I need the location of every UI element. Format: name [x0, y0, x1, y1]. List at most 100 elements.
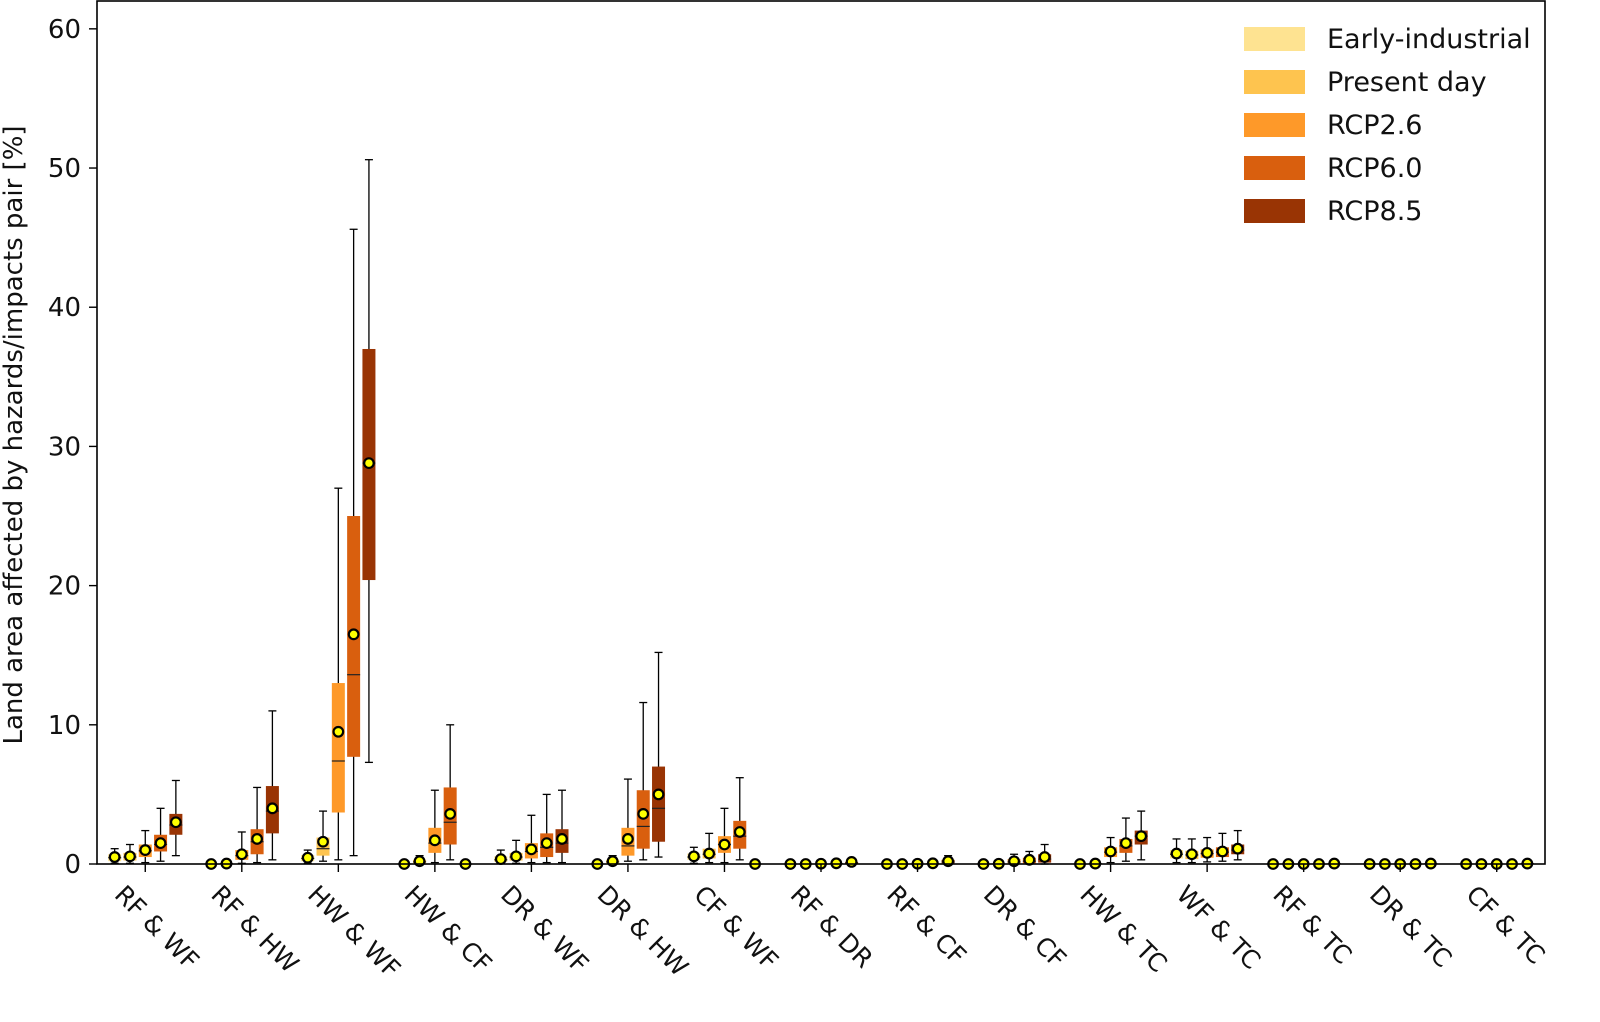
mean-marker	[540, 837, 553, 850]
mean-marker	[444, 807, 457, 820]
mean-marker	[622, 833, 634, 845]
mean-marker	[108, 851, 121, 863]
mean-marker	[1185, 848, 1198, 861]
mean-marker	[1216, 845, 1229, 858]
box-group	[687, 846, 701, 864]
y-axis-label: Land area affected by hazards/impacts pa…	[0, 125, 29, 744]
box	[331, 683, 345, 813]
box-group	[540, 793, 554, 864]
box-group	[108, 848, 122, 864]
legend-swatch	[1244, 70, 1305, 94]
box-group	[1231, 829, 1245, 861]
box-group	[555, 789, 569, 864]
mean-marker	[235, 848, 248, 861]
box-group	[250, 786, 264, 864]
mean-marker	[1119, 837, 1132, 850]
mean-marker	[556, 833, 568, 845]
x-tick-label: HW & CF	[399, 880, 498, 979]
legend-swatch	[1244, 113, 1305, 137]
mean-marker	[510, 850, 522, 863]
box-group	[428, 789, 442, 864]
mean-marker	[637, 807, 650, 820]
mean-marker	[1170, 847, 1183, 860]
mean-marker	[733, 826, 746, 838]
box-group	[1185, 838, 1199, 864]
box-group	[138, 829, 152, 864]
mean-marker	[1231, 842, 1244, 855]
mean-marker	[428, 834, 441, 847]
mean-marker	[1023, 853, 1036, 866]
y-tick-label: 20	[48, 572, 81, 602]
box-group	[1200, 836, 1214, 863]
y-tick-label: 40	[48, 293, 81, 323]
box-group	[265, 710, 279, 861]
mean-marker	[1135, 830, 1148, 843]
mean-marker	[525, 843, 538, 856]
box-group	[1170, 838, 1184, 864]
x-tick-label: CF & TC	[1460, 880, 1550, 970]
mean-marker	[317, 835, 329, 848]
y-tick-label: 60	[48, 15, 81, 45]
mean-marker	[251, 833, 264, 845]
x-tick-label: DR & TC	[1364, 880, 1458, 974]
mean-marker	[494, 853, 507, 866]
mean-marker	[169, 816, 182, 829]
box-group	[733, 777, 747, 861]
mean-marker	[301, 851, 314, 864]
box-group	[301, 849, 315, 864]
box-group	[1215, 832, 1229, 862]
y-tick-label: 50	[48, 154, 81, 184]
x-tick-label: DR & CF	[978, 880, 1072, 974]
x-tick-label: RF & DR	[785, 880, 879, 974]
mean-marker	[1201, 846, 1214, 859]
x-tick-label: HW & TC	[1074, 880, 1172, 978]
box-group	[1022, 850, 1036, 866]
x-tick-label: RF & CF	[881, 880, 971, 970]
box-group	[636, 701, 650, 861]
box-group	[123, 843, 137, 864]
box-group	[1134, 810, 1148, 861]
legend-label: RCP2.6	[1327, 110, 1423, 141]
legend-label: RCP8.5	[1327, 196, 1423, 227]
box-group	[845, 856, 859, 868]
mean-marker	[845, 856, 858, 868]
x-tick-label: CF & WF	[688, 880, 784, 976]
box-group	[509, 839, 523, 864]
box-group	[347, 228, 361, 857]
mean-marker	[703, 847, 716, 860]
box	[652, 766, 666, 842]
mean-marker	[652, 788, 665, 801]
mean-marker	[154, 837, 167, 850]
box-group	[494, 849, 508, 866]
mean-marker	[687, 850, 700, 863]
mean-marker	[1038, 851, 1051, 863]
mean-marker	[124, 850, 136, 863]
x-tick-label: DR & HW	[592, 880, 694, 982]
box-group	[1038, 843, 1052, 865]
x-tick-label: HW & WF	[302, 880, 406, 984]
box-group	[621, 778, 635, 862]
y-tick-label: 0	[64, 850, 81, 880]
box-group	[154, 807, 168, 862]
legend-swatch	[1244, 199, 1305, 223]
box-group	[235, 831, 249, 864]
legend: Early-industrial Present day RCP2.6 RCP6.0 R…	[1244, 24, 1531, 227]
mean-marker	[718, 838, 731, 851]
box-group	[652, 651, 666, 858]
box-group	[524, 814, 538, 864]
mean-marker	[266, 802, 279, 815]
x-tick-label: RF & TC	[1267, 880, 1357, 970]
box-group	[1104, 836, 1118, 864]
x-tick-label: DR & WF	[495, 880, 594, 979]
x-tick-label: RF & WF	[109, 880, 205, 976]
legend-label: RCP6.0	[1327, 153, 1423, 184]
box-group	[316, 810, 330, 862]
box-group	[702, 832, 716, 864]
mean-marker	[139, 844, 152, 856]
box-group	[1119, 817, 1133, 862]
y-tick-label: 10	[48, 711, 81, 741]
marks-layer	[108, 159, 1534, 870]
box-group	[443, 724, 457, 861]
